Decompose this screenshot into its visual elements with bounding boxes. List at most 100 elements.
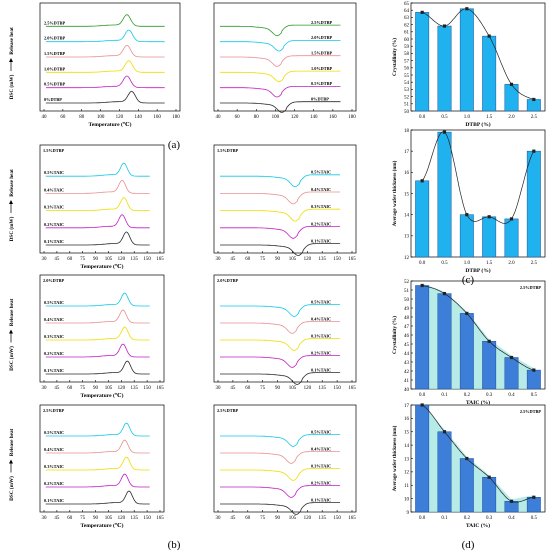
a3-bar-5 (526, 99, 541, 112)
a3-point-2 (465, 7, 469, 11)
a3-plot-frame (410, 2, 546, 112)
d2-ytick-label-1: 10 (404, 497, 410, 502)
b6-xtick-label-3: 75 (260, 516, 266, 521)
c1-xtick-label-1: 0.5 (441, 261, 448, 266)
c1-bar-3 (482, 216, 497, 258)
b6-xtick-label-8: 150 (333, 516, 341, 521)
b2-xtick-label-4: 90 (275, 257, 281, 262)
a2-curve-2 (219, 70, 341, 83)
b5-plot-frame (39, 404, 165, 513)
b3-xtick-label-6: 120 (118, 386, 126, 391)
a1-series-label-1: 0.5%DTBP (44, 82, 66, 87)
b3-xtick-label-5: 105 (105, 386, 113, 391)
b3-plot-frame (39, 274, 165, 383)
panel-tag-c: (c) (462, 274, 475, 286)
b4-series-label-0: 0.1%TAIC (311, 368, 331, 373)
d2-xtick-label-4: 0.4 (508, 516, 515, 521)
a3-ytick-label-11: 61 (404, 31, 410, 36)
d1-ytick-label-11: 51 (404, 289, 410, 294)
d2-point-1 (442, 430, 447, 434)
b1-arrow-label: Release heat (9, 169, 15, 197)
d1-ytick-label-12: 52 (404, 280, 410, 285)
d1-ytick-label-10: 50 (404, 298, 410, 303)
c1-xtick-label-2: 1.0 (464, 261, 471, 266)
b2-xtick-label-2: 60 (245, 257, 251, 262)
a2-xtick-label-7: 180 (348, 115, 356, 120)
d1-point-5 (532, 368, 536, 372)
b4-series-label-4: 0.5%TAIC (311, 300, 331, 305)
a2-curve-0 (219, 101, 341, 113)
d1-ytick-label-2: 42 (404, 370, 410, 375)
b5-xtick-label-9: 165 (156, 516, 164, 521)
d2-bar-1 (437, 431, 452, 513)
b4-xtick-label-6: 120 (304, 386, 312, 391)
d1-xtick-label-0: 0.0 (419, 393, 426, 398)
c1-ytick-label-6: 18 (404, 129, 410, 134)
b6-curve-1 (220, 485, 341, 498)
b3-series-label-3: 0.4%TAIC (44, 317, 64, 322)
d1-point-2 (465, 311, 469, 315)
b4-curve-3 (220, 321, 341, 334)
d2-xtick-label-3: 0.3 (486, 516, 493, 521)
b2-series-label-4: 0.5%TAIC (311, 170, 331, 175)
c1-point-0 (420, 179, 424, 183)
b6-xtick-label-2: 60 (245, 516, 251, 521)
a2-series-label-2: 1.0%DTBP (311, 66, 333, 71)
d1-bar-0 (415, 285, 430, 390)
d2-point-4 (509, 499, 514, 503)
b1-xtick-label-1: 45 (54, 257, 60, 262)
a1-ylabel: DSC (mW) (8, 74, 15, 99)
d2-ytick-label-2: 11 (404, 484, 409, 489)
b2-curve-0 (220, 243, 341, 256)
b3-xtick-label-0: 30 (42, 386, 48, 391)
a1-xtick-label-0: 40 (42, 115, 48, 120)
b5-series-label-1: 0.2%TAIC (44, 481, 64, 486)
a2-curve-1 (219, 86, 341, 98)
b3-curve-0 (45, 360, 150, 375)
d1-bar-2 (459, 313, 474, 390)
c1-plot-frame (410, 129, 546, 258)
d2-point-2 (465, 456, 469, 461)
b5-series-label-2: 0.3%TAIC (44, 464, 64, 469)
d1-point-3 (487, 339, 491, 343)
b4-curve-1 (220, 355, 341, 368)
a1-release-arrow-head (9, 58, 13, 62)
b2-series-label-2: 0.3%TAIC (311, 204, 331, 209)
d1-bar-4 (504, 357, 519, 390)
b6-curve-3 (220, 451, 341, 464)
d1-bar-1 (437, 293, 452, 390)
d1-ytick-label-0: 40 (404, 388, 410, 393)
b5-curve-4 (45, 422, 150, 437)
b6-xtick-label-9: 165 (348, 516, 356, 521)
b5-xtick-label-4: 90 (93, 516, 99, 521)
b6-xtick-label-5: 105 (289, 516, 297, 521)
b3-series-label-2: 0.3%TAIC (44, 334, 64, 339)
a1-xtick-label-4: 120 (116, 115, 124, 120)
a2-curve-5 (219, 24, 341, 37)
b5-xtick-label-7: 135 (130, 516, 138, 521)
a1-xtick-label-2: 80 (79, 115, 85, 120)
b4-series-label-3: 0.4%TAIC (311, 317, 331, 322)
b1-xtick-label-8: 150 (143, 257, 151, 262)
b1-series-label-3: 0.4%TAIC (44, 187, 64, 192)
d2-ytick-label-4: 13 (404, 457, 410, 462)
a3-xtick-label-4: 2.0 (508, 115, 515, 120)
d2-point-0 (420, 403, 424, 407)
c1-ylabel: Average wafer thickness (nm) (391, 160, 398, 226)
b2-curve-4 (220, 174, 341, 188)
a3-point-1 (442, 24, 447, 28)
d2-ytick-label-0: 9 (407, 511, 410, 516)
a2-curve-3 (219, 55, 341, 67)
d1-ytick-label-9: 49 (404, 307, 410, 312)
b1-series-label-1: 0.2%TAIC (44, 222, 64, 227)
b2-xtick-label-5: 105 (289, 257, 297, 262)
b5-curve-0 (45, 490, 150, 505)
d1-xtick-label-1: 0.1 (441, 393, 448, 398)
b3-release-arrow-head (9, 329, 13, 334)
a1-series-label-0: 0%DTBP (44, 97, 62, 102)
a3-ytick-label-15: 65 (404, 2, 410, 7)
c1-xtick-label-4: 2.0 (508, 261, 515, 266)
a3-ytick-label-12: 62 (404, 23, 410, 28)
a2-series-label-5: 2.5%DTBP (311, 20, 333, 25)
d2-ytick-label-5: 14 (404, 444, 410, 449)
